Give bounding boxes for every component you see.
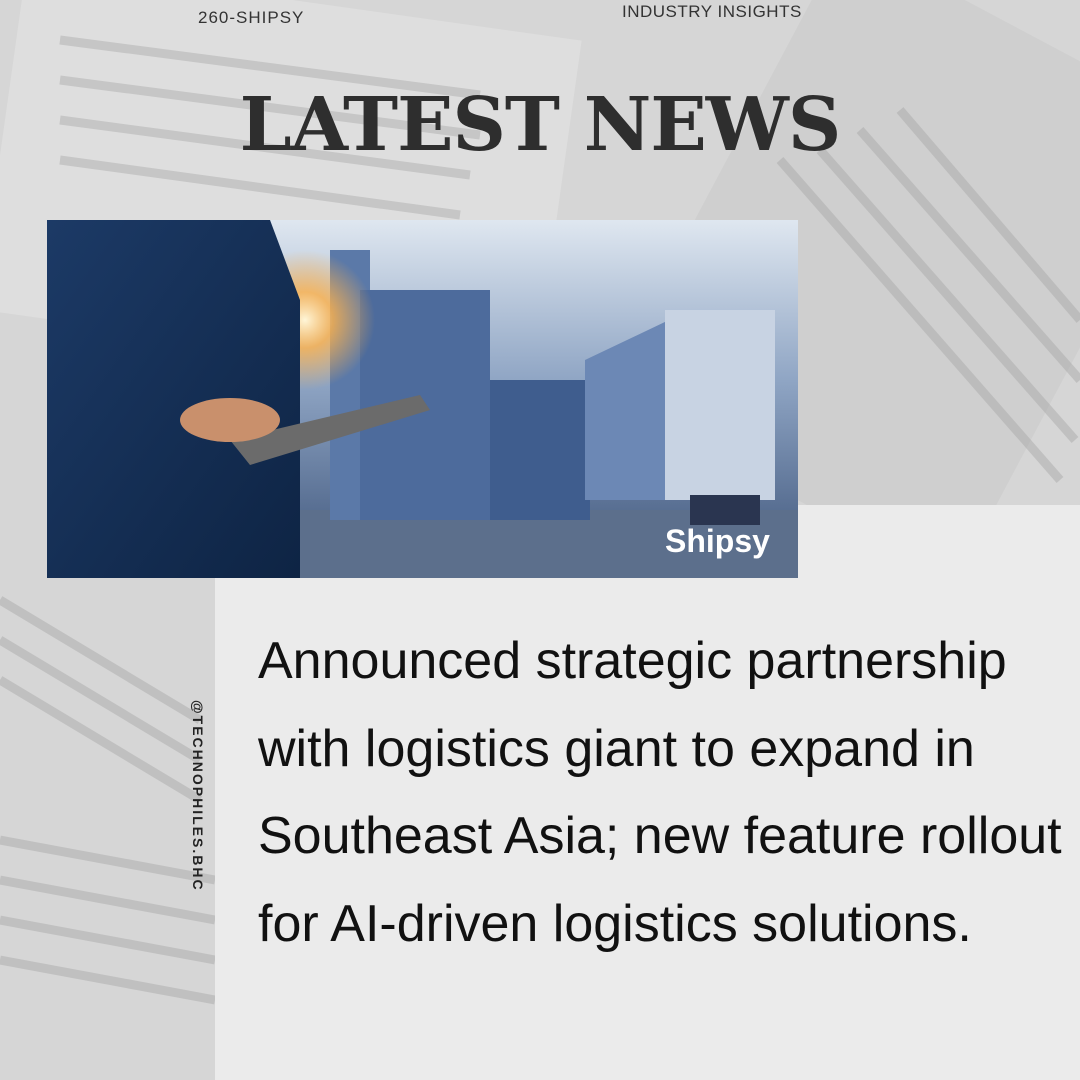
body-text: Announced strategic partnership with log…	[258, 632, 1062, 953]
account-name: 260-SHIPSY	[198, 8, 305, 27]
print-texture	[0, 35, 1080, 1005]
category: INDUSTRY INSIGHTS	[622, 2, 802, 21]
text-panel	[215, 505, 1080, 1080]
title: LATEST NEWS	[239, 82, 842, 168]
handle: @TECHNOPHILES.BHC	[190, 700, 206, 892]
news-photo	[47, 220, 798, 578]
logo: Shipsy	[665, 523, 770, 559]
